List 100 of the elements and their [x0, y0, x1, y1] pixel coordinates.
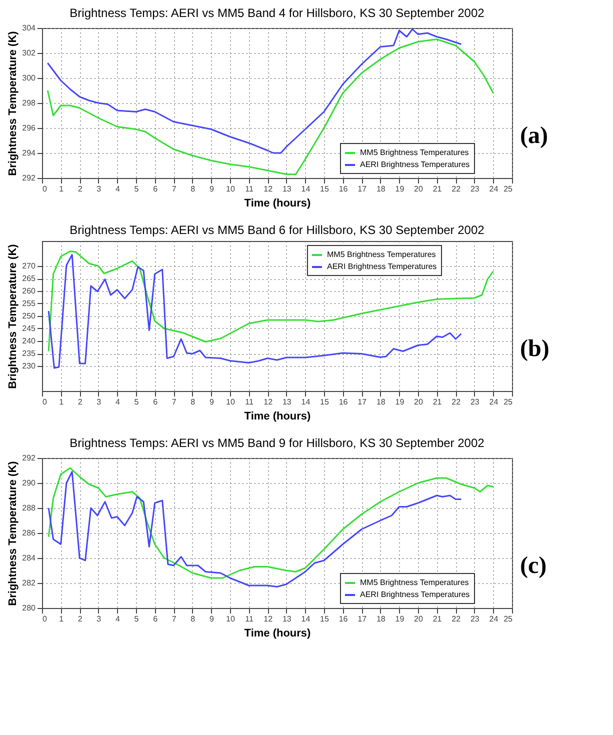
legend-label: MM5 Brightness Temperatures	[360, 578, 469, 587]
x-tick-label: 20	[414, 614, 424, 624]
x-tick-label: 14	[301, 184, 311, 194]
y-tick-label: 284	[22, 554, 36, 562]
x-tick-label: 10	[226, 614, 236, 624]
line-series	[48, 250, 494, 352]
y-tick-label: 270	[22, 262, 36, 270]
x-tick-label: 13	[282, 398, 292, 406]
chart-title: Brightness Temps: AERI vs MM5 Band 4 for Hillsboro, KS 30 September 2002	[70, 6, 485, 20]
x-tick-label: 13	[282, 184, 292, 194]
text: (c)	[520, 553, 547, 579]
x-tick-label: 5	[134, 184, 140, 194]
y-tick-label: 245	[22, 324, 36, 333]
x-tick-label: 12	[264, 614, 274, 624]
x-tick-label: 7	[172, 398, 177, 406]
x-tick-label: 20	[414, 184, 424, 194]
x-tick-label: 6	[153, 614, 158, 624]
text: (b)	[520, 336, 550, 362]
x-tick-label: 4	[115, 184, 120, 194]
x-tick-label: 7	[172, 614, 177, 624]
x-tick-label: 16	[338, 614, 348, 624]
y-tick-label: 302	[22, 48, 36, 58]
x-tick-label: 21	[432, 614, 442, 624]
x-tick-label: 1	[59, 398, 64, 406]
x-tick-label: 21	[432, 398, 442, 406]
x-tick-label: 18	[376, 398, 386, 406]
x-tick-label: 0	[42, 398, 48, 406]
x-tick-label: 5	[134, 398, 140, 406]
x-tick-label: 21	[432, 184, 442, 194]
x-tick-label: 11	[245, 614, 254, 624]
x-tick-label: 11	[245, 398, 254, 406]
x-tick-label: 19	[395, 398, 405, 406]
x-tick-label: 3	[96, 614, 102, 624]
text: (a)	[520, 123, 548, 149]
x-tick-label: 15	[320, 184, 330, 194]
x-tick-label: 9	[209, 398, 214, 406]
line-series	[48, 467, 494, 579]
x-tick-label: 15	[320, 398, 330, 406]
x-tick-label: 22	[452, 614, 462, 624]
x-tick-label: 3	[96, 398, 102, 406]
x-tick-label: 1	[59, 614, 64, 624]
x-tick-label: 23	[470, 184, 480, 194]
x-tick-label: 4	[115, 398, 120, 406]
line-series	[46, 38, 494, 175]
y-tick-label: 265	[22, 274, 36, 283]
x-tick-label: 2	[78, 184, 83, 194]
y-axis-title: Brightness Temperature (K)	[7, 244, 20, 389]
x-tick-label: 24	[489, 184, 499, 194]
x-tick-label: 24	[489, 398, 499, 406]
x-tick-label: 0	[42, 614, 48, 624]
y-axis-title: Brightness Temperature (K)	[7, 30, 20, 176]
x-tick-label: 12	[264, 184, 274, 194]
y-tick-label: 282	[22, 578, 36, 588]
x-axis-title: Time (hours)	[244, 410, 312, 422]
y-tick-label: 290	[22, 478, 36, 488]
y-tick-label: 304	[22, 24, 36, 32]
x-tick-label: 8	[190, 614, 196, 624]
y-tick-label: 255	[22, 299, 36, 308]
x-tick-label: 16	[338, 398, 348, 406]
x-tick-label: 12	[264, 398, 274, 406]
y-tick-label: 260	[22, 286, 36, 296]
x-tick-label: 2	[78, 614, 83, 624]
y-tick-label: 230	[22, 362, 36, 370]
x-tick-label: 1	[59, 184, 64, 194]
x-tick-label: 18	[376, 184, 386, 194]
x-tick-label: 19	[395, 614, 405, 624]
x-tick-label: 22	[452, 184, 462, 194]
x-tick-label: 23	[470, 398, 480, 406]
y-tick-label: 286	[22, 528, 36, 538]
x-tick-label: 14	[301, 398, 311, 406]
y-tick-label: 298	[22, 98, 36, 108]
x-axis-title: Time (hours)	[244, 628, 312, 640]
x-tick-label: 10	[226, 398, 236, 406]
x-tick-label: 0	[42, 184, 48, 194]
y-tick-label: 288	[22, 504, 36, 512]
x-tick-label: 8	[190, 184, 196, 194]
legend-label: AERI Brightness Temperatures	[327, 262, 437, 271]
x-tick-label: 25	[504, 184, 514, 194]
y-axis-title: Brightness Temperature (K)	[7, 460, 20, 606]
x-tick-label: 18	[376, 614, 386, 624]
x-tick-label: 10	[226, 184, 236, 194]
x-tick-label: 13	[282, 614, 292, 624]
x-tick-label: 14	[301, 614, 311, 624]
x-tick-label: 7	[172, 184, 177, 194]
x-tick-label: 11	[245, 184, 254, 194]
x-tick-label: 6	[153, 398, 158, 406]
y-tick-label: 235	[22, 349, 36, 358]
y-tick-label: 296	[22, 124, 36, 132]
x-tick-label: 25	[504, 614, 514, 624]
x-tick-label: 9	[209, 184, 214, 194]
x-tick-label: 8	[190, 398, 196, 406]
legend-label: MM5 Brightness Temperatures	[360, 148, 469, 157]
x-tick-label: 19	[395, 184, 405, 194]
x-tick-label: 3	[96, 184, 102, 194]
x-tick-label: 24	[489, 614, 499, 624]
legend-label: MM5 Brightness Temperatures	[327, 250, 436, 259]
chart-title: Brightness Temps: AERI vs MM5 Band 9 for Hillsboro, KS 30 September 2002	[70, 436, 485, 450]
y-tick-label: 250	[22, 312, 36, 320]
x-axis-title: Time (hours)	[244, 198, 312, 210]
y-tick-label: 300	[22, 74, 36, 82]
